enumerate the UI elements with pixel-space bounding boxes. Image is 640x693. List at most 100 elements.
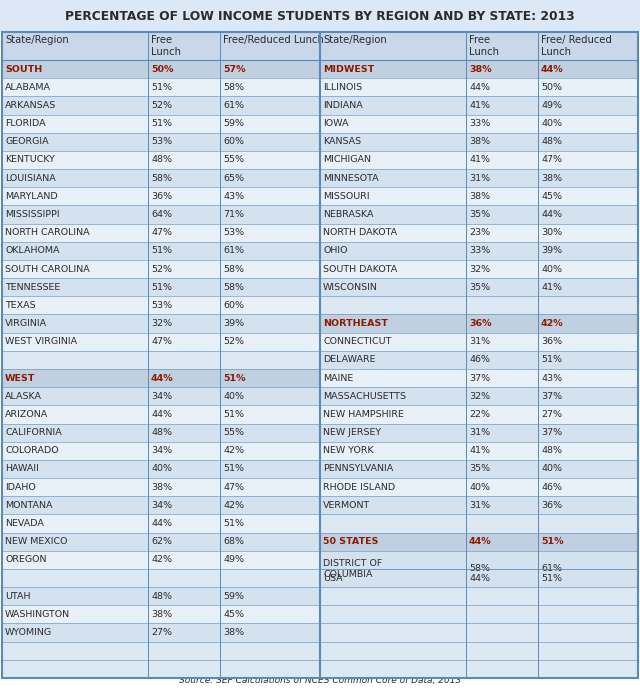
Text: 44%: 44% (541, 64, 564, 73)
Text: Free
Lunch: Free Lunch (151, 35, 181, 57)
Text: 47%: 47% (223, 482, 244, 491)
Text: 50 STATES: 50 STATES (323, 537, 378, 546)
Bar (2, 132, 320, 151)
Bar (320, 660, 638, 678)
Text: 37%: 37% (541, 428, 562, 437)
Text: KANSAS: KANSAS (323, 137, 361, 146)
Text: 42%: 42% (223, 446, 244, 455)
Bar (320, 187, 638, 205)
Bar (320, 224, 638, 242)
Bar (320, 96, 638, 114)
Text: 61%: 61% (541, 564, 562, 573)
Text: 61%: 61% (223, 246, 244, 255)
Text: 51%: 51% (151, 246, 172, 255)
Text: 33%: 33% (469, 246, 490, 255)
Bar (2, 405, 320, 423)
Text: State/Region: State/Region (5, 35, 68, 45)
Text: DISTRICT OF
COLUMBIA: DISTRICT OF COLUMBIA (323, 559, 382, 579)
Bar (2, 533, 320, 551)
Bar (2, 187, 320, 205)
Text: 39%: 39% (223, 319, 244, 328)
Bar (2, 278, 320, 297)
Text: 44%: 44% (541, 210, 562, 219)
Text: 36%: 36% (541, 501, 562, 510)
Text: 55%: 55% (223, 155, 244, 164)
Text: 60%: 60% (223, 137, 244, 146)
Bar (320, 369, 638, 387)
Text: 32%: 32% (469, 392, 490, 401)
Text: 44%: 44% (469, 82, 490, 91)
Text: NORTHEAST: NORTHEAST (323, 319, 388, 328)
Text: 57%: 57% (223, 64, 246, 73)
Text: WEST: WEST (5, 374, 35, 383)
Bar (2, 423, 320, 441)
Text: 61%: 61% (223, 101, 244, 110)
Text: NEW YORK: NEW YORK (323, 446, 374, 455)
Bar (320, 624, 638, 642)
Bar (320, 514, 638, 533)
Bar (2, 260, 320, 278)
Text: 27%: 27% (541, 410, 562, 419)
Text: MINNESOTA: MINNESOTA (323, 174, 379, 183)
Text: 43%: 43% (223, 192, 244, 201)
Text: 38%: 38% (469, 192, 490, 201)
Text: 51%: 51% (223, 464, 244, 473)
Bar (320, 642, 638, 660)
Text: 48%: 48% (151, 428, 172, 437)
Bar (320, 387, 638, 405)
Bar (2, 224, 320, 242)
Bar (320, 132, 638, 151)
Bar (2, 114, 320, 132)
Text: 48%: 48% (151, 155, 172, 164)
Text: 47%: 47% (541, 155, 562, 164)
Text: 27%: 27% (151, 628, 172, 637)
Text: 42%: 42% (541, 319, 564, 328)
Text: NEVADA: NEVADA (5, 519, 44, 528)
Text: RHODE ISLAND: RHODE ISLAND (323, 482, 395, 491)
Bar (320, 169, 638, 187)
Text: 53%: 53% (151, 301, 172, 310)
Bar (320, 32, 638, 60)
Text: 36%: 36% (151, 192, 172, 201)
Bar (320, 333, 638, 351)
Text: UTAH: UTAH (5, 592, 31, 601)
Bar (2, 624, 320, 642)
Text: 35%: 35% (469, 283, 490, 292)
Text: 39%: 39% (541, 246, 562, 255)
Text: 53%: 53% (151, 137, 172, 146)
Text: 40%: 40% (469, 482, 490, 491)
Text: SOUTH DAKOTA: SOUTH DAKOTA (323, 265, 397, 274)
Text: WISCONSIN: WISCONSIN (323, 283, 378, 292)
Bar (320, 605, 638, 624)
Text: 40%: 40% (151, 464, 172, 473)
Bar (320, 551, 638, 587)
Text: KENTUCKY: KENTUCKY (5, 155, 55, 164)
Text: 42%: 42% (151, 555, 172, 564)
Text: 49%: 49% (223, 555, 244, 564)
Text: State/Region: State/Region (323, 35, 387, 45)
Text: 48%: 48% (151, 592, 172, 601)
Text: 31%: 31% (469, 337, 490, 346)
Bar (320, 205, 638, 224)
Text: 51%: 51% (223, 374, 246, 383)
Text: TENNESSEE: TENNESSEE (5, 283, 60, 292)
Text: 51%: 51% (541, 574, 562, 583)
Text: 44%: 44% (151, 410, 172, 419)
Text: 62%: 62% (151, 537, 172, 546)
Text: 37%: 37% (469, 374, 490, 383)
Bar (2, 496, 320, 514)
Bar (2, 351, 320, 369)
Text: 51%: 51% (151, 283, 172, 292)
Text: 58%: 58% (469, 564, 490, 573)
Text: 58%: 58% (151, 174, 172, 183)
Bar (2, 96, 320, 114)
Bar (320, 496, 638, 514)
Text: 50%: 50% (151, 64, 173, 73)
Bar (320, 441, 638, 460)
Bar (2, 387, 320, 405)
Text: 33%: 33% (469, 119, 490, 128)
Text: 38%: 38% (223, 628, 244, 637)
Text: SOUTH CAROLINA: SOUTH CAROLINA (5, 265, 90, 274)
Text: IDAHO: IDAHO (5, 482, 36, 491)
Text: 51%: 51% (151, 119, 172, 128)
